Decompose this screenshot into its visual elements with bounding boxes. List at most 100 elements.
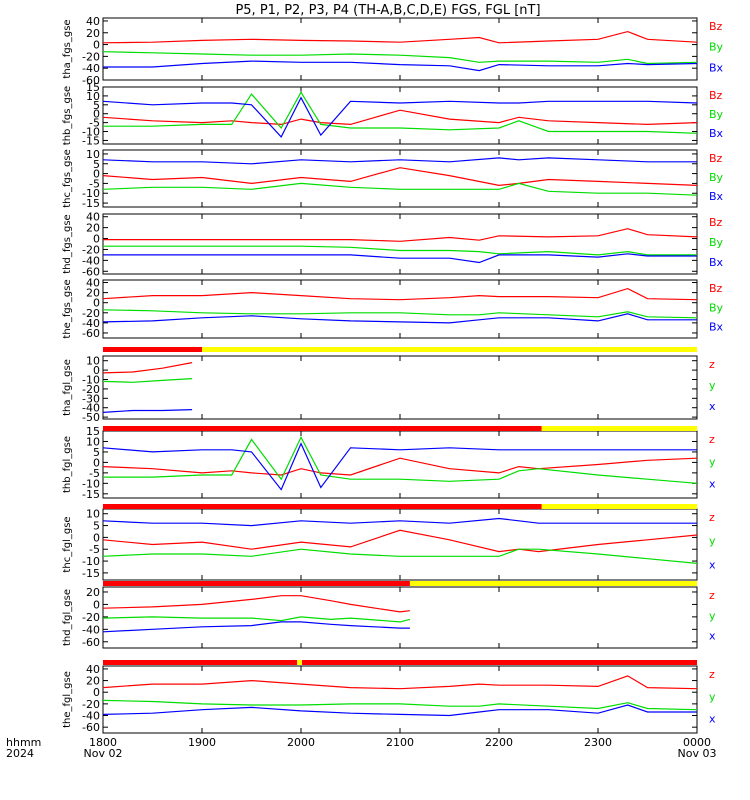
x-date-label: 2024 bbox=[6, 747, 34, 760]
y-tick-label: -20 bbox=[82, 383, 100, 396]
y-tick-label: -10 bbox=[82, 126, 100, 139]
legend-entry: By bbox=[709, 301, 724, 314]
x-tick-sublabel: Nov 02 bbox=[84, 747, 123, 760]
legend-entry: Bz bbox=[709, 20, 723, 33]
legend-entry: x bbox=[709, 400, 716, 413]
y-tick-label: 0 bbox=[93, 686, 100, 699]
x-tick-sublabel: Nov 03 bbox=[678, 747, 717, 760]
y-tick-label: -40 bbox=[82, 402, 100, 415]
y-tick-label: 20 bbox=[86, 675, 100, 688]
y-tick-label: 20 bbox=[86, 287, 100, 300]
y-tick-label: 10 bbox=[86, 148, 100, 161]
series-line-bx bbox=[103, 60, 698, 72]
coverage-bar-flag bbox=[103, 581, 410, 586]
plot-frame bbox=[102, 86, 698, 145]
series-line-x bbox=[102, 517, 697, 527]
y-tick-label: 5 bbox=[93, 446, 100, 459]
series-line-z bbox=[102, 529, 698, 553]
series-line-y bbox=[102, 616, 411, 623]
series-line-bz bbox=[102, 109, 698, 126]
series-line-x bbox=[102, 704, 697, 717]
coverage-bar-gap bbox=[297, 660, 302, 665]
y-axis-label: thb_fgl_gse bbox=[62, 436, 73, 493]
x-tick-label: 2100 bbox=[386, 736, 414, 749]
coverage-bar-flag bbox=[103, 660, 697, 665]
legend-entry: y bbox=[709, 379, 716, 392]
x-tick-label: 2000 bbox=[287, 736, 315, 749]
y-tick-label: -60 bbox=[82, 636, 100, 649]
y-tick-label: -5 bbox=[89, 117, 100, 130]
y-tick-label: 10 bbox=[86, 435, 100, 448]
y-tick-label: -60 bbox=[82, 265, 100, 278]
series-line-x bbox=[102, 409, 193, 413]
series-line-x bbox=[102, 621, 410, 633]
legend-entry: By bbox=[709, 236, 724, 249]
y-axis-label: thd_fgs_gse bbox=[62, 214, 73, 273]
y-tick-label: 5 bbox=[93, 99, 100, 112]
series-line-bz bbox=[102, 30, 698, 44]
legend-entry: x bbox=[709, 713, 716, 726]
y-tick-label: -5 bbox=[89, 467, 100, 480]
legend-entry: By bbox=[709, 108, 724, 121]
legend-entry: Bz bbox=[709, 282, 723, 295]
y-tick-label: -5 bbox=[89, 543, 100, 556]
series-line-by bbox=[103, 245, 697, 256]
y-axis-label: thb_fgs_gse bbox=[62, 86, 73, 145]
y-tick-label: 40 bbox=[86, 663, 100, 676]
y-tick-label: 20 bbox=[86, 586, 100, 599]
legend-entry: Bz bbox=[709, 216, 723, 229]
y-tick-label: -40 bbox=[82, 317, 100, 330]
y-tick-label: -30 bbox=[82, 392, 100, 405]
y-tick-label: 0 bbox=[93, 233, 100, 246]
series-line-bx bbox=[103, 253, 697, 264]
series-line-bz bbox=[102, 287, 698, 301]
series-line-bz bbox=[102, 167, 698, 187]
y-axis-label: thd_fgl_gse bbox=[62, 589, 73, 646]
y-axis-label: the_fgl_gse bbox=[62, 671, 73, 728]
y-tick-label: -20 bbox=[82, 50, 100, 63]
y-axis-label: the_fgs_gse bbox=[62, 279, 73, 338]
y-tick-label: -10 bbox=[82, 555, 100, 568]
y-tick-label: -40 bbox=[82, 623, 100, 636]
legend-entry: z bbox=[709, 358, 715, 371]
legend-entry: y bbox=[709, 455, 716, 468]
y-tick-label: -10 bbox=[82, 374, 100, 387]
y-tick-label: 0 bbox=[93, 39, 100, 52]
y-tick-label: 40 bbox=[86, 15, 100, 28]
plot-frame bbox=[102, 665, 698, 734]
coverage-bar-good bbox=[103, 347, 697, 352]
series-line-y bbox=[102, 378, 193, 383]
series-line-bx bbox=[102, 313, 697, 324]
y-tick-label: -50 bbox=[82, 411, 100, 424]
legend-entry: Bz bbox=[709, 89, 723, 102]
y-tick-label: -15 bbox=[82, 567, 100, 580]
y-tick-label: 0 bbox=[93, 168, 100, 181]
y-tick-label: 40 bbox=[86, 277, 100, 290]
y-tick-label: -60 bbox=[82, 721, 100, 734]
y-tick-label: -15 bbox=[82, 488, 100, 501]
figure-title: P5, P1, P2, P3, P4 (TH-A,B,C,D,E) FGS, F… bbox=[235, 3, 540, 18]
y-tick-label: -20 bbox=[82, 698, 100, 711]
coverage-bar-flag bbox=[103, 347, 202, 352]
y-tick-label: -60 bbox=[82, 327, 100, 340]
legend-entry: z bbox=[709, 668, 715, 681]
y-tick-label: 10 bbox=[86, 508, 100, 521]
y-tick-label: 15 bbox=[86, 425, 100, 438]
x-tick-label: 2300 bbox=[584, 736, 612, 749]
series-line-z bbox=[102, 595, 410, 613]
legend-entry: y bbox=[709, 609, 716, 622]
series-line-x bbox=[102, 442, 697, 491]
y-tick-label: 40 bbox=[86, 211, 100, 224]
x-tick-label: 0000 bbox=[683, 736, 711, 749]
y-tick-label: 10 bbox=[86, 90, 100, 103]
y-tick-label: 5 bbox=[93, 158, 100, 171]
legend-entry: z bbox=[709, 433, 715, 446]
x-row-label: hhmm bbox=[6, 736, 41, 749]
